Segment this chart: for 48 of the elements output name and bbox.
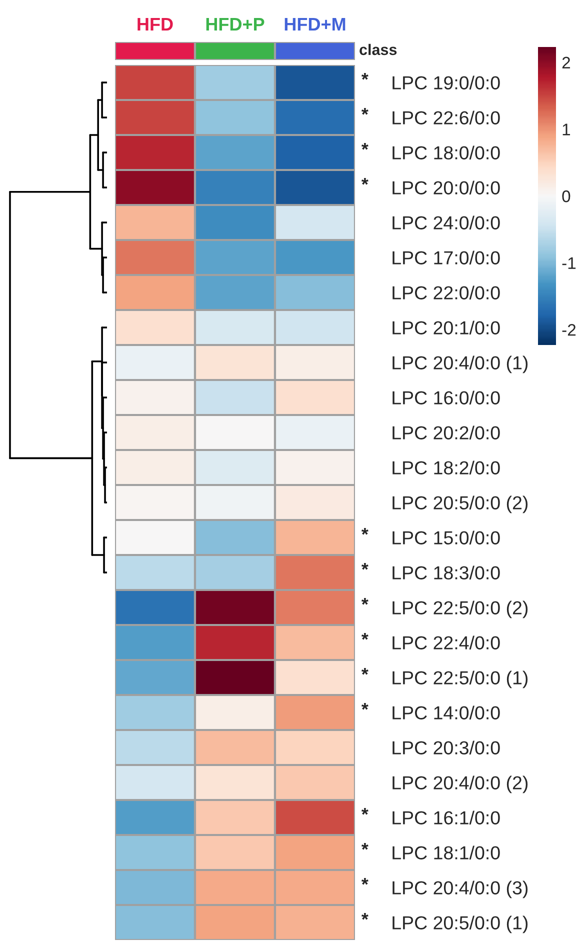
y2-tick-label: *: [361, 878, 368, 885]
y2-tick-label: *: [361, 632, 368, 640]
color-bar-label: 0: [562, 190, 570, 202]
y2-tick-label: *: [361, 108, 368, 115]
color-bar-label: 2: [562, 56, 570, 68]
y2-tick-label: *: [361, 598, 368, 605]
text: class: [360, 44, 397, 56]
y-tick-label: LPC 16:1/0:0: [392, 810, 500, 824]
y-tick-label: LPC 22:5/0:0 (1): [392, 670, 528, 688]
y2-tick-label: *: [361, 528, 368, 535]
y-tick-label: LPC 19:0/0:0: [392, 76, 500, 90]
y2-tick-label: *: [361, 808, 368, 815]
y-tick-label: LPC 20:2/0:0: [392, 426, 500, 440]
y-tick-label: LPC 20:1/0:0: [392, 320, 500, 334]
y2-tick-label: *: [361, 912, 368, 920]
y2-tick-label: *: [361, 72, 368, 80]
y-tick-label: LPC 20:4/0:0 (3): [392, 880, 528, 898]
y-tick-label: LPC 24:0/0:0: [392, 216, 500, 230]
y-tick-label: LPC 22:0/0:0: [392, 286, 500, 300]
y2-tick-label: *: [361, 842, 368, 850]
y2-tick-label: *: [361, 668, 368, 675]
y-tick-label: LPC 20:4/0:0 (2): [392, 776, 528, 794]
y-tick-label: LPC 18:1/0:0: [392, 846, 500, 860]
y-tick-label: LPC 20:0/0:0: [392, 180, 500, 194]
y2-tick-label: *: [361, 142, 368, 150]
color-bar-label: -2: [562, 324, 576, 336]
y2-tick-label: *: [361, 702, 368, 710]
color-bar-label: 1: [562, 124, 570, 136]
y-tick-label: LPC 18:3/0:0: [392, 566, 500, 580]
y-tick-label: LPC 22:6/0:0: [392, 110, 500, 124]
x-tick-label: HFD: [138, 18, 173, 30]
y-tick-label: LPC 20:3/0:0: [392, 740, 500, 754]
y-tick-label: LPC 18:0/0:0: [392, 146, 500, 160]
y-tick-label: LPC 22:4/0:0: [392, 636, 500, 650]
y-tick-label: LPC 20:5/0:0 (2): [392, 496, 528, 514]
y-tick-label: LPC 20:5/0:0 (1): [392, 916, 528, 934]
y-tick-label: LPC 17:0/0:0: [392, 250, 500, 264]
y2-tick-label: *: [361, 562, 368, 570]
y-tick-label: LPC 16:0/0:0: [392, 390, 500, 404]
x-tick-label: HFD+M: [284, 18, 346, 30]
y2-tick-label: *: [361, 178, 368, 185]
y-tick-label: LPC 18:2/0:0: [392, 460, 500, 474]
y-tick-label: LPC 15:0/0:0: [392, 530, 500, 544]
color-bar-label: -1: [562, 257, 576, 269]
y-tick-label: LPC 20:4/0:0 (1): [392, 356, 528, 374]
x-tick-label: HFD+P: [206, 18, 264, 30]
y-tick-label: LPC 14:0/0:0: [392, 706, 500, 720]
y-tick-label: LPC 22:5/0:0 (2): [392, 600, 528, 618]
